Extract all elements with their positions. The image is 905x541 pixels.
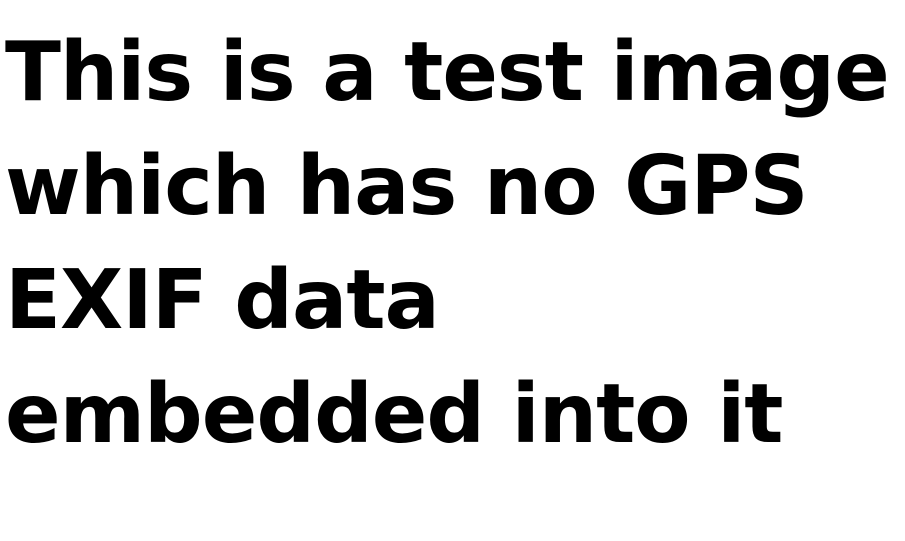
text-line-1: This is a test image [5,25,890,120]
text-line-3: EXIF data [5,253,440,348]
test-image-text: This is a test image which has no GPS EX… [5,16,900,472]
text-line-4: embedded into it [5,367,784,462]
text-line-2: which has no GPS [5,139,809,234]
